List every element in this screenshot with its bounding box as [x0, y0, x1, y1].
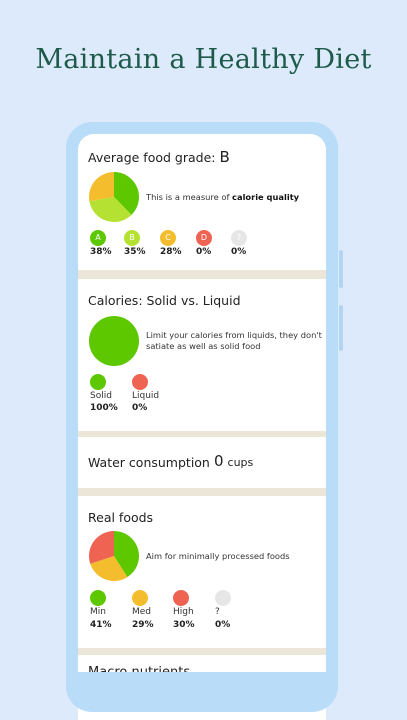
liquid-note: Limit your calories from liquids, they d… [146, 330, 322, 351]
real-foods-note: Aim for minimally processed foods [146, 551, 290, 561]
real-foods-card[interactable]: Real foods Aim for minimally processed f… [78, 496, 326, 648]
water-unit: cups [227, 456, 254, 469]
grade-note: This is a measure of calorie quality [146, 192, 300, 202]
card-title: Real foods [88, 510, 154, 525]
solid-label: Solid [90, 391, 112, 401]
pie1-slice-0 [114, 172, 139, 215]
pie3-slice-2 [89, 531, 114, 564]
power-button [339, 305, 343, 351]
solid-liquid-pie-chart [89, 316, 139, 366]
liquid-pct: 0% [132, 403, 148, 413]
grade-c-pct: 28% [160, 247, 182, 257]
grade-value: B [219, 148, 230, 166]
med-dot [132, 590, 148, 606]
phone-bottom-bezel [66, 672, 338, 712]
high-pct: 30% [173, 620, 195, 630]
liquid-dot [132, 374, 148, 390]
pie1-slice-1 [89, 197, 132, 222]
headline: Maintain a Healthy Diet [35, 44, 372, 75]
grade-unknown-pct: 0% [231, 247, 247, 257]
pie3-slice-1 [90, 556, 128, 581]
min-dot [90, 590, 106, 606]
min-label: Min [90, 607, 106, 617]
card-title: Water consumption [88, 455, 210, 470]
min-pct: 41% [90, 620, 112, 630]
unknown-dot [215, 590, 231, 606]
pie1-slice-2 [89, 172, 114, 202]
grade-d-dot: D [196, 230, 212, 246]
grade-c-dot: C [160, 230, 176, 246]
pie2-slice-0 [89, 316, 139, 366]
high-dot [173, 590, 189, 606]
grade-d-pct: 0% [196, 247, 212, 257]
card-title: Calories: Solid vs. Liquid [88, 293, 241, 308]
real-foods-pie-chart [89, 531, 139, 581]
volume-button [339, 250, 343, 288]
food-grade-pie-chart [89, 172, 139, 222]
water-value: 0 [214, 452, 224, 470]
solid-dot [90, 374, 106, 390]
water-card[interactable]: Water consumption 0 cups [78, 437, 326, 488]
high-label: High [173, 607, 194, 617]
grade-b-pct: 35% [124, 247, 146, 257]
food-grade-card[interactable]: Average food grade: B This is a measure … [78, 134, 326, 270]
med-label: Med [132, 607, 152, 617]
unknown-label: ? [215, 607, 220, 617]
solid-liquid-card[interactable]: Calories: Solid vs. Liquid Limit your ca… [78, 279, 326, 431]
solid-pct: 100% [90, 403, 118, 413]
card-title: Average food grade: B [88, 148, 230, 166]
grade-a-pct: 38% [90, 247, 112, 257]
grade-unknown-dot: ? [231, 230, 247, 246]
liquid-label: Liquid [132, 391, 160, 401]
grade-b-dot: B [124, 230, 140, 246]
med-pct: 29% [132, 620, 154, 630]
app-screen[interactable]: Average food grade: B This is a measure … [78, 134, 326, 720]
water-amount: 0 cups [214, 452, 253, 470]
grade-a-dot: A [90, 230, 106, 246]
unknown-pct: 0% [215, 620, 231, 630]
pie3-slice-0 [114, 531, 139, 578]
